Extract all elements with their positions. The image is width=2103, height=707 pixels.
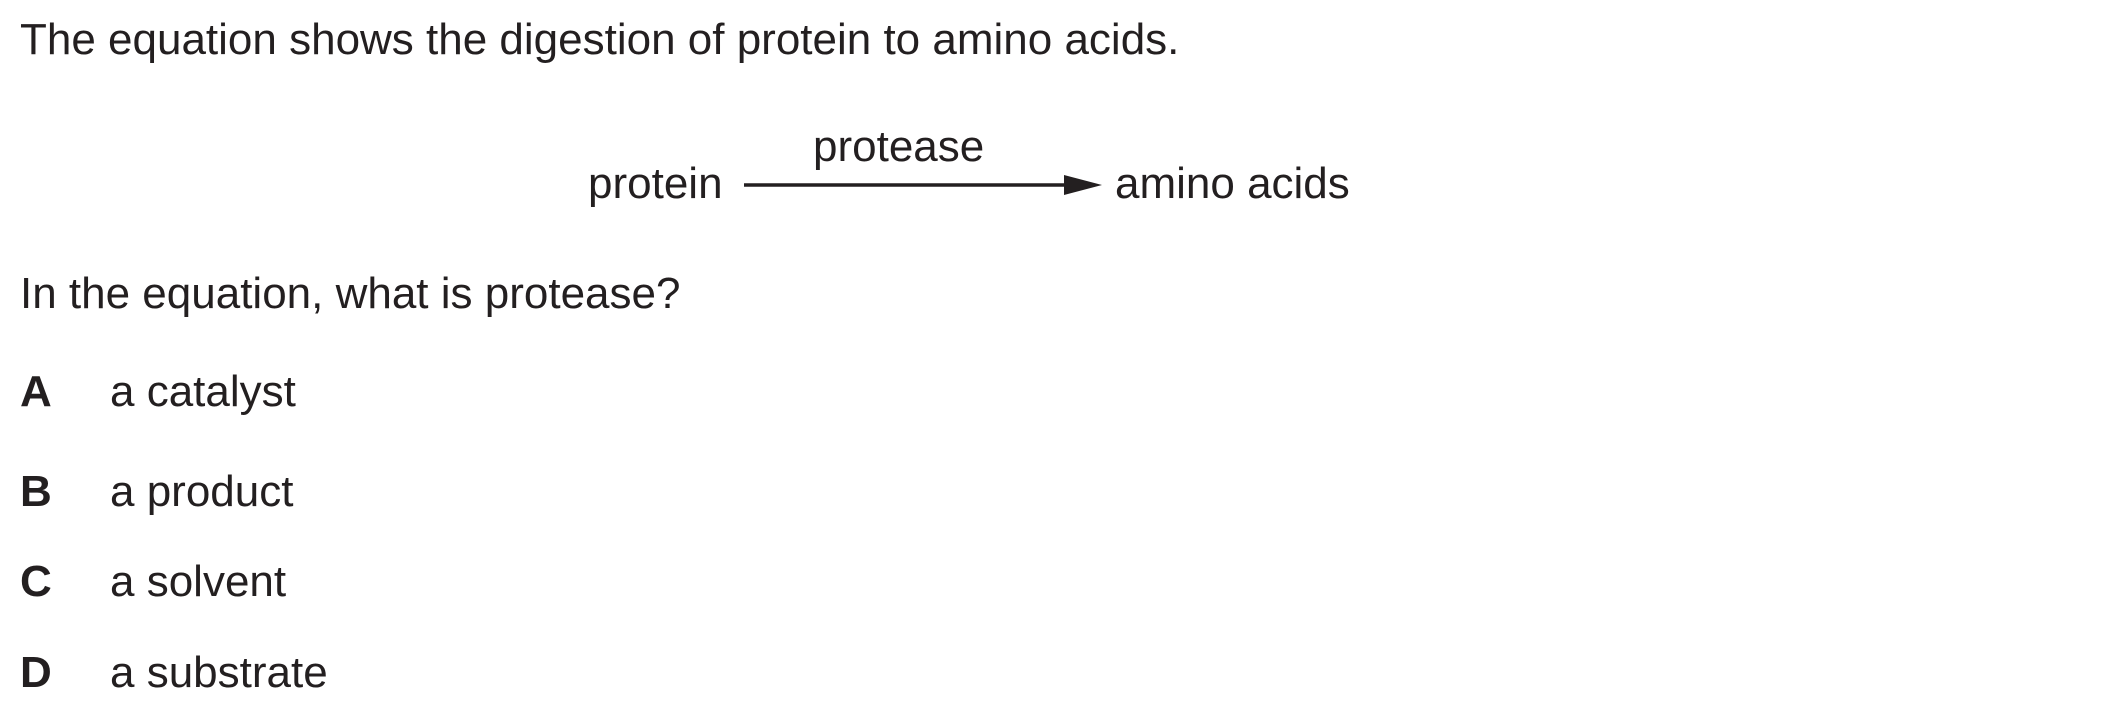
option-text: a product: [110, 467, 294, 516]
option-text: a solvent: [110, 557, 287, 606]
question-text: In the equation, what is protease?: [20, 269, 681, 318]
reaction-equation: protein protease amino acids: [0, 110, 2103, 220]
option-letter: B: [20, 467, 52, 516]
equation-product: amino acids: [1115, 159, 1350, 208]
intro-statement: The equation shows the digestion of prot…: [20, 15, 1180, 64]
option-letter: A: [20, 367, 52, 416]
equation-enzyme-label: protease: [813, 122, 985, 171]
option-text: a substrate: [110, 648, 328, 697]
option-letter: D: [20, 648, 52, 697]
reaction-arrow-icon: [744, 175, 1102, 195]
option-text: a catalyst: [110, 367, 296, 416]
equation-reactant: protein: [588, 159, 723, 208]
option-letter: C: [20, 557, 52, 606]
